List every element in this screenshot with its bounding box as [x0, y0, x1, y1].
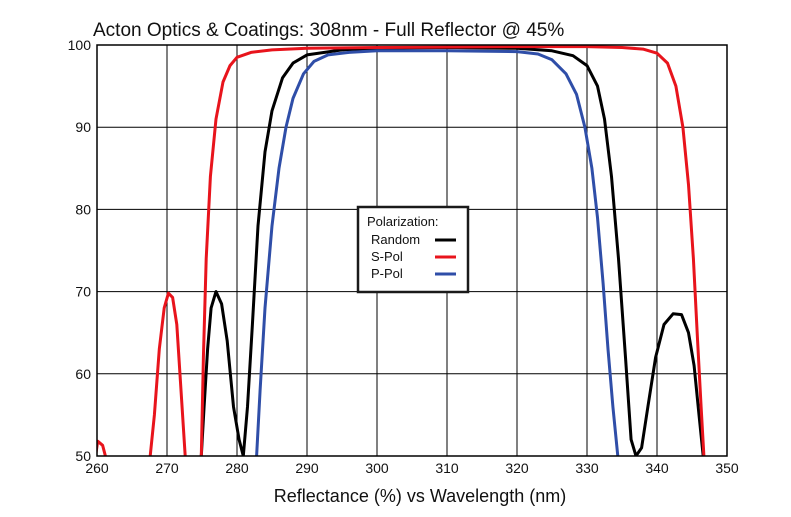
x-tick-labels: 260 270 280 290 300 310 320 330 340 350	[85, 460, 739, 476]
legend-title: Polarization:	[367, 214, 439, 229]
legend-label-p-pol: P-Pol	[371, 266, 403, 281]
y-tick-label: 60	[75, 366, 91, 382]
y-tick-label: 50	[75, 448, 91, 464]
y-tick-label: 100	[68, 37, 92, 53]
plot-frame	[96, 44, 728, 457]
x-tick-label: 340	[645, 460, 669, 476]
y-tick-label: 80	[75, 201, 91, 217]
legend-entries: Random S-Pol P-Pol	[371, 232, 456, 281]
legend-label-random: Random	[371, 232, 420, 247]
y-tick-labels: 50 60 70 80 90 100	[68, 37, 92, 464]
s-pol-curve	[97, 439, 107, 456]
x-tick-label: 290	[295, 460, 319, 476]
s-pol-curve	[148, 291, 187, 456]
x-tick-label: 270	[155, 460, 179, 476]
legend: Polarization: Random S-Pol P-Pol	[356, 205, 470, 294]
y-tick-label: 90	[75, 119, 91, 135]
x-tick-label: 350	[715, 460, 739, 476]
x-tick-label: 300	[365, 460, 389, 476]
chart-title: Acton Optics & Coatings: 308nm - Full Re…	[93, 20, 564, 41]
x-tick-label: 280	[225, 460, 249, 476]
legend-box	[356, 205, 470, 294]
s-pol-curve	[199, 45, 706, 456]
x-tick-label: 310	[435, 460, 459, 476]
curves	[97, 45, 706, 456]
x-tick-label: 320	[505, 460, 529, 476]
legend-label-s-pol: S-Pol	[371, 249, 403, 264]
x-tick-label: 260	[85, 460, 109, 476]
x-tick-label: 330	[575, 460, 599, 476]
y-tick-label: 70	[75, 284, 91, 300]
p-pol-curve	[255, 49, 620, 456]
x-axis-label: Reflectance (%) vs Wavelength (nm)	[274, 486, 566, 506]
